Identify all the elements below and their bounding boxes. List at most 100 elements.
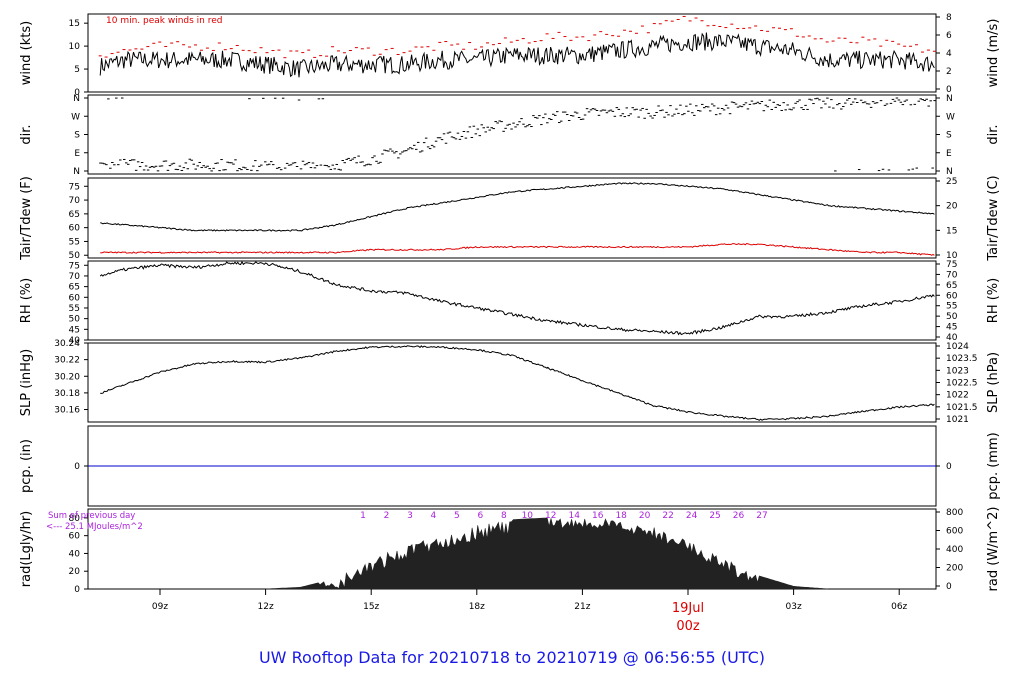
- ytick-label-right-pressure: 1023.5: [946, 354, 978, 364]
- xtick-label: 06z: [891, 602, 907, 612]
- xtick-label: 15z: [363, 602, 379, 612]
- ytick-label-right-humidity: 75: [946, 260, 957, 270]
- ytick-label-left-direction: N: [73, 167, 80, 177]
- ytick-label-left-temperature: 60: [69, 224, 81, 234]
- radiation-hour-label: 27: [756, 511, 767, 521]
- radiation-hour-label: 25: [709, 511, 720, 521]
- ytick-label-right-humidity: 60: [946, 291, 958, 301]
- xtick-label: 18z: [469, 602, 485, 612]
- ytick-label-right-humidity: 40: [946, 333, 958, 343]
- ytick-label-left-humidity: 60: [69, 293, 81, 303]
- ytick-label-left-wind: 10: [69, 42, 81, 52]
- ytick-label-right-radiation: 400: [946, 545, 963, 555]
- ytick-label-right-radiation: 800: [946, 508, 963, 518]
- ytick-label-right-precipitation: 0: [946, 462, 952, 472]
- xtick-label: 09z: [152, 602, 168, 612]
- ytick-label-left-temperature: 70: [69, 196, 81, 206]
- ytick-label-left-radiation: 80: [69, 514, 81, 524]
- ytick-label-right-direction: S: [946, 131, 952, 141]
- ytick-label-left-radiation: 60: [69, 532, 81, 542]
- wind-speed-line: [99, 32, 935, 78]
- ytick-label-left-pressure: 30.16: [54, 406, 80, 416]
- page-title: UW Rooftop Data for 20210718 to 20210719…: [258, 648, 766, 667]
- ytick-label-right-direction: N: [946, 167, 953, 177]
- ytick-label-right-temperature: 20: [946, 202, 958, 212]
- x-date-label: 19Jul: [672, 601, 704, 616]
- ytick-label-right-temperature: 15: [946, 226, 957, 236]
- radiation-hour-label: 12: [545, 511, 556, 521]
- xtick-label: 03z: [786, 602, 802, 612]
- radiation-hour-label: 2: [384, 511, 390, 521]
- ytick-label-right-humidity: 70: [946, 270, 958, 280]
- radiation-hour-label: 14: [569, 511, 581, 521]
- radiation-hour-label: 18: [615, 511, 627, 521]
- ylabel-left-pressure: SLP (inHg): [19, 349, 34, 417]
- panel-frame-temperature: [87, 177, 937, 259]
- ylabel-left-humidity: RH (%): [19, 278, 34, 323]
- ylabel-left-temperature: Tair/Tdew (F): [19, 176, 34, 261]
- ytick-label-right-radiation: 200: [946, 564, 963, 574]
- humidity-line: [99, 260, 935, 336]
- radiation-hour-label: 24: [686, 511, 698, 521]
- ytick-label-left-pressure: 30.20: [54, 372, 80, 382]
- ytick-label-left-radiation: 40: [69, 549, 81, 559]
- ylabel-right-humidity: RH (%): [986, 278, 1001, 323]
- radiation-hour-label: 5: [454, 511, 460, 521]
- radiation-area: [265, 517, 829, 590]
- ytick-label-left-pressure: 30.22: [54, 356, 80, 366]
- ytick-label-left-temperature: 55: [69, 237, 80, 247]
- ytick-label-left-wind: 0: [74, 88, 80, 98]
- panel-frame-direction: [87, 94, 937, 175]
- ytick-label-right-pressure: 1022.5: [946, 379, 978, 389]
- ytick-label-right-humidity: 55: [946, 302, 957, 312]
- ytick-label-left-humidity: 70: [69, 272, 81, 282]
- panel-frame-humidity: [87, 260, 937, 341]
- ytick-label-left-radiation: 20: [69, 567, 81, 577]
- radiation-hour-label: 22: [662, 511, 673, 521]
- ytick-label-right-temperature: 25: [946, 177, 957, 187]
- radiation-hour-label: 8: [501, 511, 507, 521]
- air-temperature-line: [100, 182, 935, 232]
- ytick-label-left-humidity: 55: [69, 304, 80, 314]
- ytick-label-left-direction: W: [71, 112, 80, 122]
- ytick-label-left-pressure: 30.24: [54, 339, 80, 349]
- xtick-label: 00z: [676, 619, 700, 634]
- radiation-hour-label: 1: [360, 511, 366, 521]
- ytick-label-right-temperature: 10: [946, 251, 958, 261]
- ylabel-right-radiation: rad (W/m^2): [986, 507, 1001, 592]
- ytick-label-right-humidity: 65: [946, 281, 957, 291]
- ytick-label-right-pressure: 1021.5: [946, 403, 978, 413]
- ytick-label-left-wind: 5: [74, 65, 80, 75]
- ytick-label-left-temperature: 75: [69, 182, 80, 192]
- radiation-hour-label: 6: [477, 511, 483, 521]
- ylabel-right-direction: dir.: [986, 124, 1001, 144]
- ylabel-right-pressure: SLP (hPa): [986, 352, 1001, 413]
- ytick-label-left-pressure: 30.18: [54, 389, 80, 399]
- ytick-label-left-precipitation: 0: [74, 462, 80, 472]
- ylabel-right-precipitation: pcp. (mm): [986, 432, 1001, 499]
- ytick-label-right-pressure: 1022: [946, 391, 969, 401]
- ytick-label-left-humidity: 65: [69, 283, 80, 293]
- ytick-label-right-wind: 6: [946, 31, 952, 41]
- xtick-label: 12z: [258, 602, 274, 612]
- ytick-label-right-pressure: 1023: [946, 366, 969, 376]
- ytick-label-right-radiation: 0: [946, 582, 952, 592]
- ylabel-left-radiation: rad(Lgly/hr): [19, 511, 34, 587]
- radiation-hour-label: 20: [639, 511, 651, 521]
- ytick-label-right-wind: 0: [946, 85, 952, 95]
- ytick-label-left-direction: N: [73, 94, 80, 104]
- ytick-label-right-pressure: 1024: [946, 342, 969, 352]
- ytick-label-left-humidity: 45: [69, 325, 80, 335]
- radiation-hour-label: 16: [592, 511, 604, 521]
- dewpoint-line: [100, 242, 935, 256]
- ytick-label-right-wind: 8: [946, 13, 952, 23]
- radiation-hour-label: 4: [431, 511, 437, 521]
- ytick-label-left-radiation: 0: [74, 585, 80, 595]
- ytick-label-left-temperature: 65: [69, 210, 80, 220]
- ytick-label-right-direction: W: [946, 112, 955, 122]
- ylabel-right-temperature: Tair/Tdew (C): [986, 175, 1001, 261]
- ytick-label-left-direction: E: [74, 149, 80, 159]
- radiation-hour-label: 3: [407, 511, 413, 521]
- radiation-hour-label: 26: [733, 511, 745, 521]
